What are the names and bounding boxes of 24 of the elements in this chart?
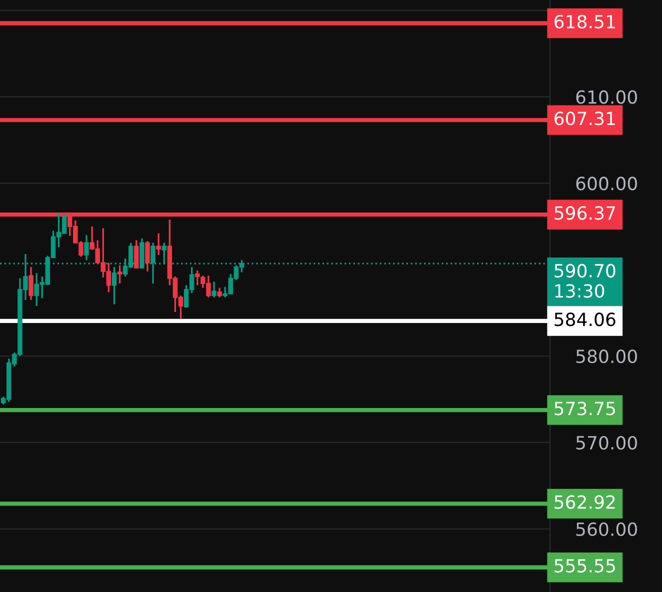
candlestick bbox=[117, 264, 122, 284]
ref-line-label: 590.70 13:30 bbox=[554, 264, 616, 298]
candlestick bbox=[134, 239, 139, 269]
ref-line-label: 555.55 bbox=[554, 559, 615, 573]
candlestick bbox=[162, 242, 166, 266]
candlestick bbox=[194, 270, 200, 286]
ref-line-label: 607.31 bbox=[554, 112, 615, 126]
y-tick-label: 600.00 bbox=[576, 176, 637, 190]
candlestick bbox=[212, 280, 216, 298]
y-tick-label: 610.00 bbox=[576, 90, 637, 104]
ref-line-label: 562.92 bbox=[554, 495, 615, 509]
ref-line-label: 618.51 bbox=[554, 14, 615, 28]
candlestick bbox=[28, 266, 34, 301]
y-tick-label: 570.00 bbox=[576, 436, 637, 450]
ref-line-label: 596.37 bbox=[554, 206, 615, 220]
candlestick bbox=[145, 240, 150, 272]
y-tick-label: 580.00 bbox=[576, 350, 637, 364]
candlestick bbox=[112, 266, 117, 306]
y-tick-label: 560.00 bbox=[576, 522, 637, 536]
ref-line-label: 573.75 bbox=[554, 402, 615, 416]
candlestick bbox=[84, 234, 89, 261]
candlestick bbox=[217, 286, 222, 298]
ref-line-label: 584.06 bbox=[554, 312, 616, 326]
candlestick bbox=[156, 232, 161, 256]
